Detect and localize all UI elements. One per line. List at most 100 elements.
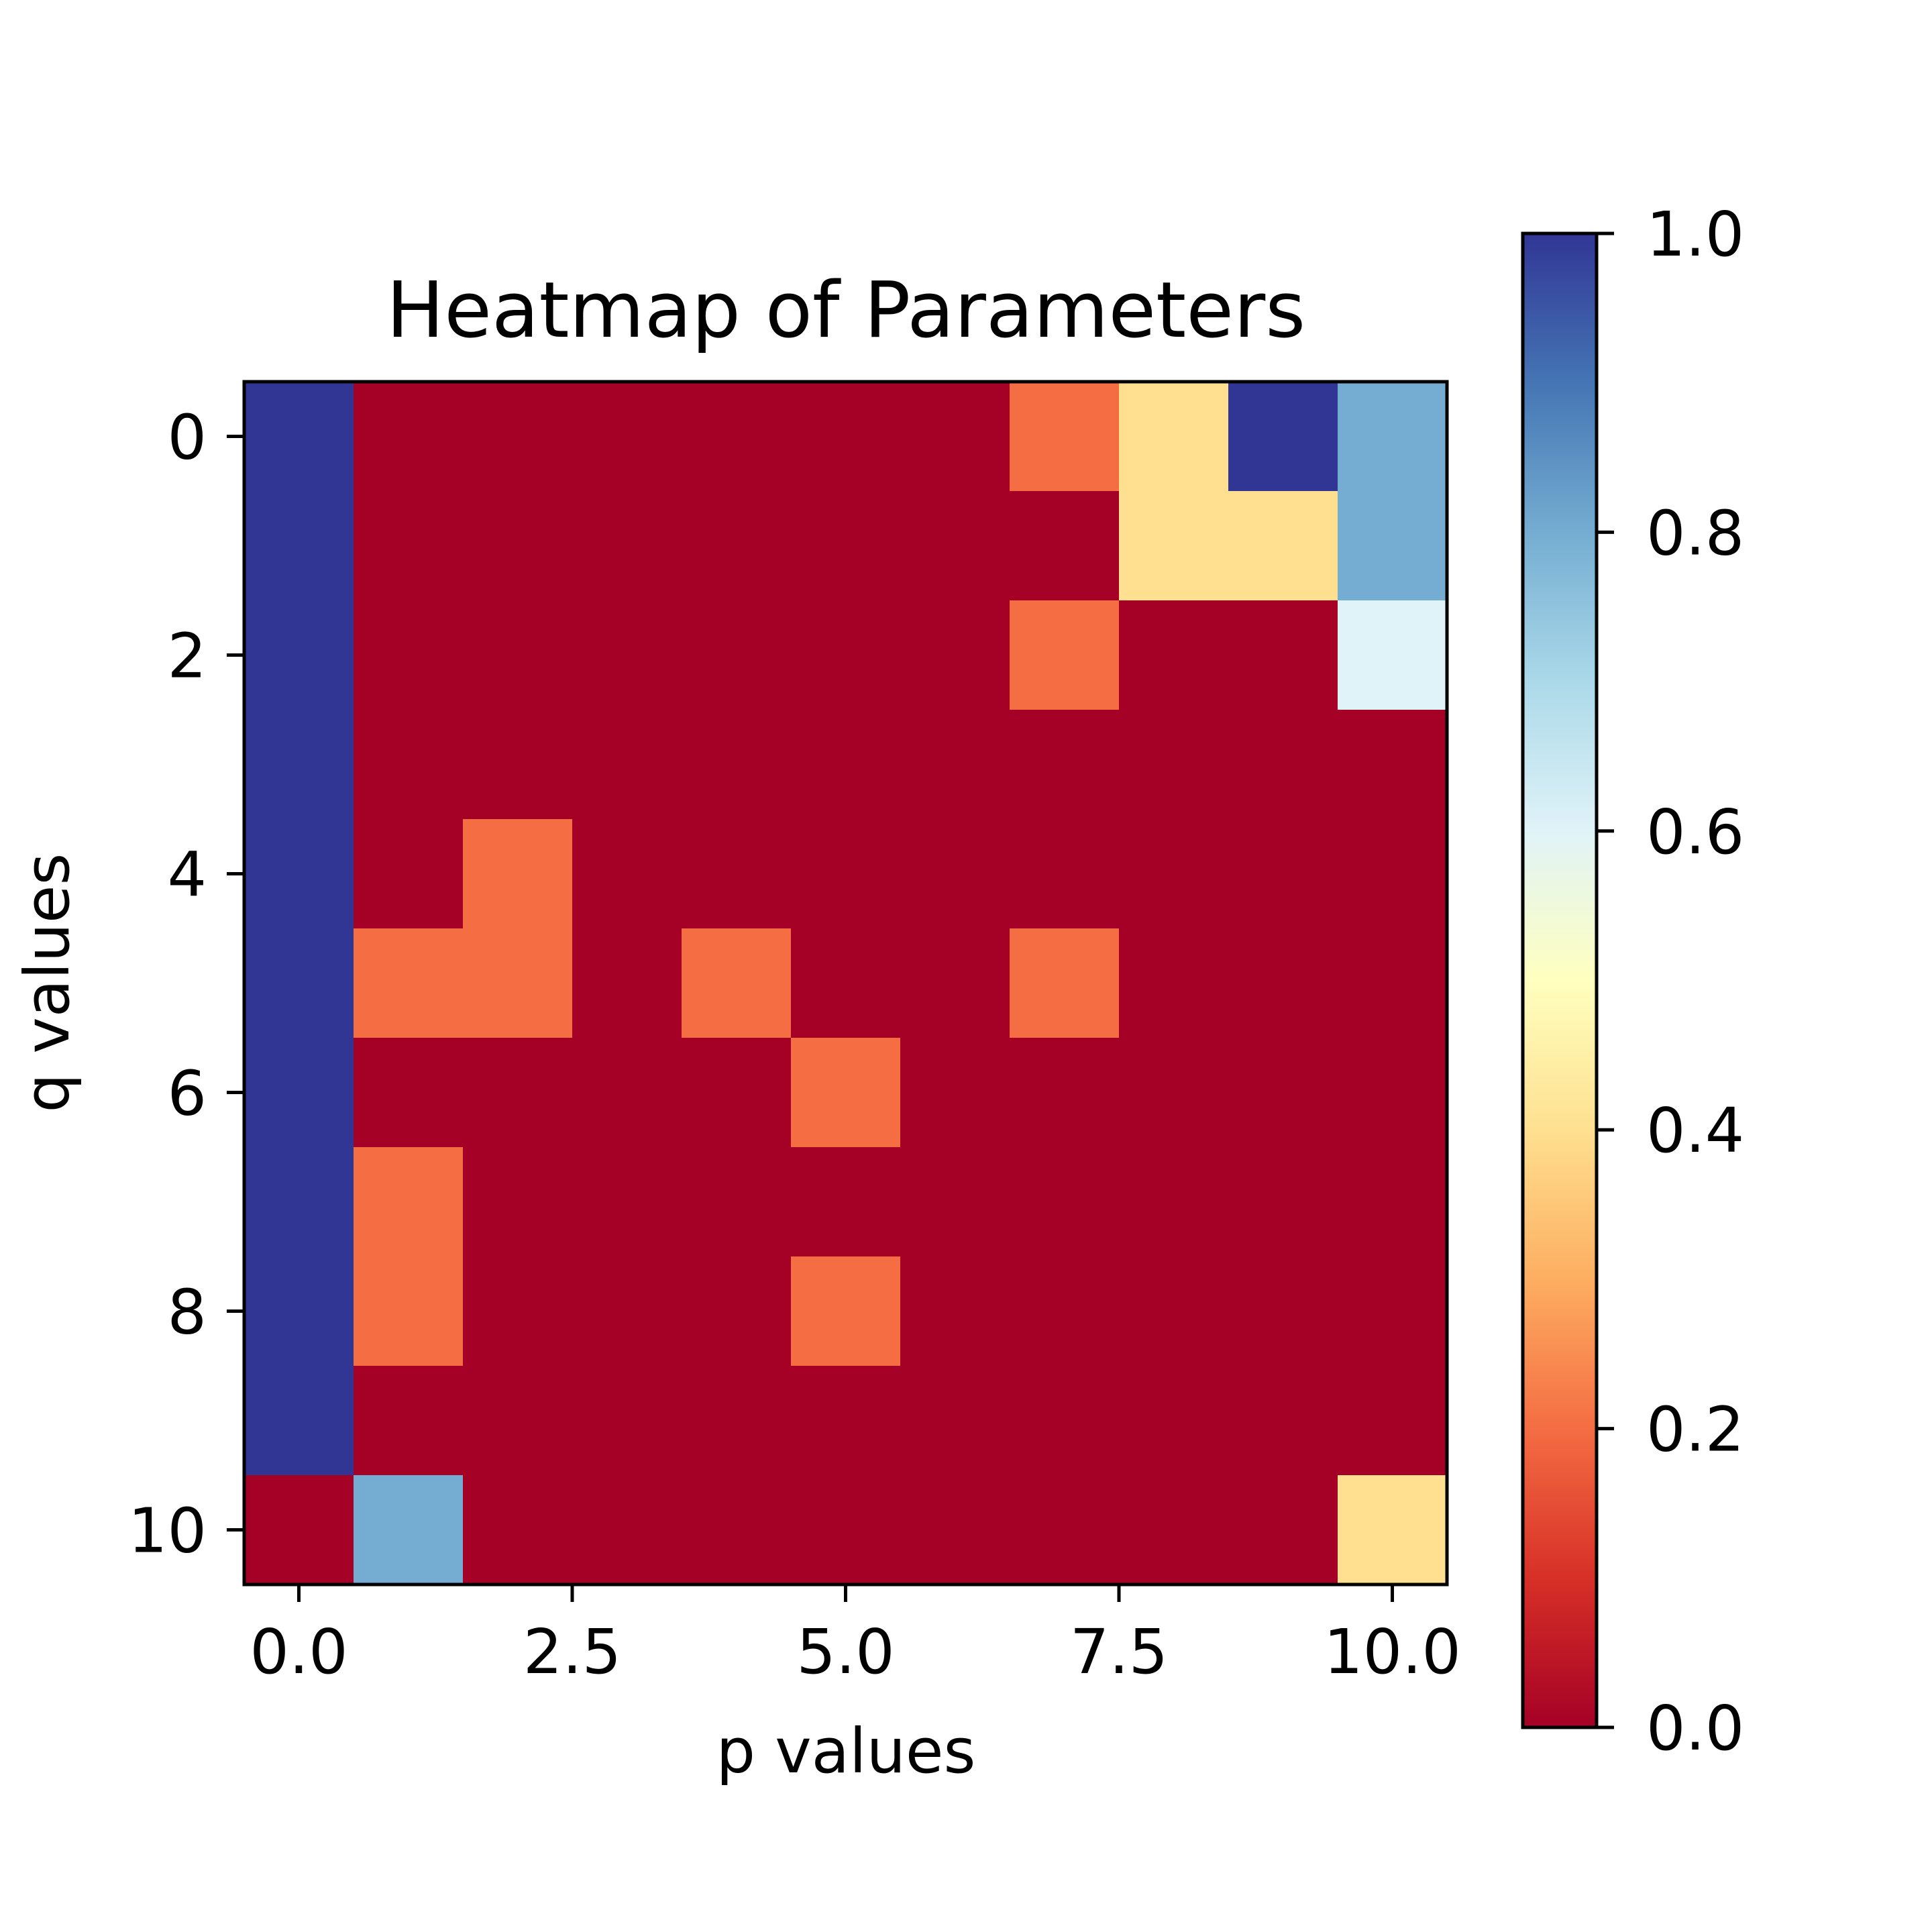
heatmap-cell	[682, 600, 792, 710]
y-tick-label: 6	[167, 1058, 207, 1130]
x-tick-label: 5.0	[796, 1616, 894, 1688]
heatmap-cell	[572, 819, 682, 929]
heatmap-cell	[1228, 1038, 1338, 1148]
heatmap-cell	[572, 1038, 682, 1148]
heatmap-cell	[244, 1256, 354, 1366]
heatmap-cell	[244, 1475, 354, 1585]
heatmap-cell	[463, 1038, 573, 1148]
heatmap-cell	[1228, 928, 1338, 1038]
heatmap-cell	[463, 928, 573, 1038]
heatmap-cell	[791, 928, 901, 1038]
heatmap-cell	[1119, 1256, 1229, 1366]
y-tick-label: 10	[128, 1495, 207, 1567]
heatmap-cell	[1228, 600, 1338, 710]
colorbar-tick-label: 0.0	[1646, 1693, 1744, 1764]
heatmap-cell	[463, 819, 573, 929]
heatmap-cell	[572, 382, 682, 492]
heatmap-cell	[572, 710, 682, 820]
heatmap-cell	[900, 1038, 1010, 1148]
heatmap-cell	[1338, 928, 1448, 1038]
heatmap-cell	[1228, 491, 1338, 601]
heatmap-cell	[1119, 710, 1229, 820]
heatmap-cell	[900, 600, 1010, 710]
heatmap-cell	[1010, 1256, 1120, 1366]
heatmap-cell	[682, 1256, 792, 1366]
heatmap-cell	[900, 382, 1010, 492]
x-tick-label: 2.5	[523, 1616, 621, 1688]
heatmap-cell	[354, 1038, 464, 1148]
heatmap-cell	[572, 1366, 682, 1476]
heatmap-cell	[682, 710, 792, 820]
heatmap-cell	[1338, 600, 1448, 710]
heatmap-cell	[1010, 1475, 1120, 1585]
heatmap-cell	[791, 600, 901, 710]
heatmap-cell	[682, 819, 792, 929]
colorbar-tick-label: 0.8	[1646, 497, 1744, 569]
heatmap-cell	[572, 600, 682, 710]
heatmap-cell	[900, 1475, 1010, 1585]
colorbar-tick-label: 0.6	[1646, 796, 1744, 868]
heatmap-cell	[900, 710, 1010, 820]
heatmap-cell	[463, 600, 573, 710]
heatmap-cell	[244, 1366, 354, 1476]
heatmap-cell	[791, 1256, 901, 1366]
heatmap-cell	[244, 382, 354, 492]
heatmap-cell	[463, 1256, 573, 1366]
heatmap-cell	[572, 1256, 682, 1366]
y-tick-label: 2	[167, 621, 207, 692]
heatmap-cell	[244, 819, 354, 929]
heatmap-cell	[900, 819, 1010, 929]
heatmap-cell	[791, 491, 901, 601]
heatmap-cell	[682, 1475, 792, 1585]
heatmap-cell	[244, 1147, 354, 1257]
heatmap-cell	[1119, 1366, 1229, 1476]
heatmap-cell	[1010, 382, 1120, 492]
heatmap-cells	[244, 382, 1448, 1585]
heatmap-cell	[1010, 1366, 1120, 1476]
heatmap-cell	[1119, 1147, 1229, 1257]
y-tick-label: 0	[167, 402, 207, 474]
heatmap-cell	[1228, 710, 1338, 820]
heatmap-cell	[791, 710, 901, 820]
heatmap-cell	[1119, 928, 1229, 1038]
colorbar-tick-label: 0.4	[1646, 1095, 1744, 1167]
heatmap-cell	[463, 710, 573, 820]
y-axis-ticks: 0 2 4 6 8 10	[128, 402, 244, 1567]
x-tick-label: 7.5	[1070, 1616, 1168, 1688]
heatmap-cell	[572, 928, 682, 1038]
heatmap-cell	[244, 600, 354, 710]
x-axis-label: p values	[716, 1715, 976, 1787]
y-tick-label: 4	[167, 839, 207, 911]
heatmap-cell	[1338, 819, 1448, 929]
heatmap-cell	[791, 1038, 901, 1148]
heatmap-cell	[791, 1147, 901, 1257]
heatmap-cell	[1338, 710, 1448, 820]
heatmap-cell	[900, 1366, 1010, 1476]
heatmap-cell	[1119, 1038, 1229, 1148]
colorbar-tick-label: 0.2	[1646, 1394, 1744, 1466]
x-tick-label: 10.0	[1324, 1616, 1461, 1688]
y-axis-label: q values	[11, 853, 83, 1113]
heatmap-cell	[682, 491, 792, 601]
heatmap-cell	[900, 928, 1010, 1038]
colorbar-frame	[1521, 231, 1599, 1729]
heatmap-cell	[1010, 819, 1120, 929]
heatmap-cell	[572, 1475, 682, 1585]
heatmap-cell	[682, 1147, 792, 1257]
heatmap-cell	[463, 1366, 573, 1476]
heatmap-cell	[244, 710, 354, 820]
heatmap-cell	[900, 1256, 1010, 1366]
heatmap-cell	[900, 1147, 1010, 1257]
heatmap-cell	[682, 928, 792, 1038]
heatmap-cell	[463, 1475, 573, 1585]
heatmap-cell	[1228, 1256, 1338, 1366]
heatmap-cell	[682, 1038, 792, 1148]
heatmap-cell	[354, 1475, 464, 1585]
heatmap-cell	[572, 1147, 682, 1257]
heatmap-cell	[354, 1256, 464, 1366]
colorbar-ticks: 0.0 0.2 0.4 0.6 0.8 1.0	[1597, 199, 1744, 1764]
heatmap-cell	[354, 491, 464, 601]
x-axis-ticks: 0.0 2.5 5.0 7.5 10.0	[250, 1585, 1461, 1688]
heatmap-cell	[244, 1038, 354, 1148]
